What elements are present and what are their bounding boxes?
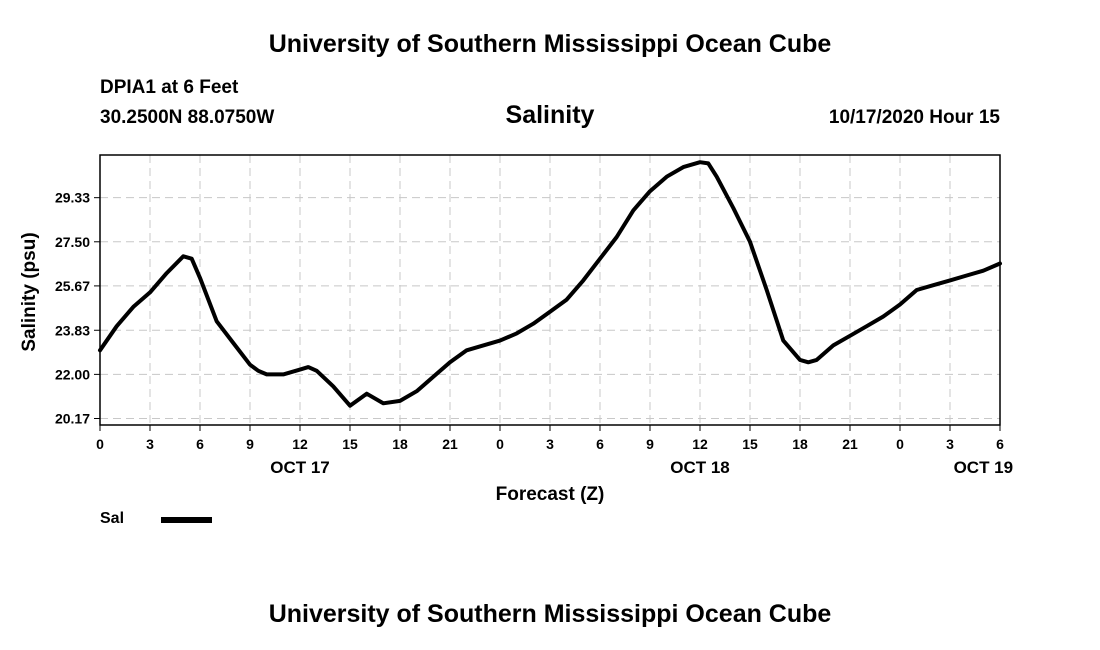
grid-lines [100, 155, 1000, 425]
footer-title: University of Southern Mississippi Ocean… [268, 600, 832, 628]
x-axis-label: Forecast (Z) [496, 484, 605, 505]
x-tick-label: 3 [146, 436, 154, 452]
plot-frame [99, 154, 1001, 426]
day-label: OCT 18 [670, 458, 730, 477]
x-tick-label: 15 [742, 436, 758, 452]
x-tick-label: 6 [996, 436, 1004, 452]
x-tick-label: 6 [596, 436, 604, 452]
legend-swatch [161, 517, 212, 523]
series-line-sal [98, 160, 1002, 408]
x-tick-label: 0 [496, 436, 504, 452]
y-axis-label: Salinity (psu) [19, 232, 40, 351]
x-tick-label: 3 [546, 436, 554, 452]
page-title: University of Southern Mississippi Ocean… [268, 30, 832, 58]
x-tick-label: 9 [646, 436, 654, 452]
y-tick-label: 27.50 [55, 234, 90, 250]
legend-label: Sal [100, 510, 125, 527]
x-tick-label: 0 [96, 436, 104, 452]
station-label: DPIA1 at 6 Feet [100, 77, 239, 98]
x-tick-label: 18 [392, 436, 408, 452]
x-tick-label: 21 [842, 436, 858, 452]
x-tick-label: 9 [246, 436, 254, 452]
station-coordinates: 30.2500N 88.0750W [100, 107, 275, 128]
x-tick-label: 15 [342, 436, 358, 452]
chart-title: Salinity [505, 101, 595, 129]
x-tick-label: 12 [692, 436, 708, 452]
forecast-run-time: 10/17/2020 Hour 15 [828, 107, 1000, 128]
day-label: OCT 17 [270, 458, 330, 477]
x-tick-label: 0 [896, 436, 904, 452]
x-tick-label: 3 [946, 436, 954, 452]
axes: 0 3 6 9 12 15 18 21 0 3 6 9 12 15 18 21 0 3 6 20.17 22.00 23.… [55, 154, 1014, 477]
y-tick-label: 22.00 [55, 366, 90, 382]
day-label: OCT 19 [954, 458, 1014, 477]
x-tick-label: 12 [292, 436, 308, 452]
series-layer [98, 160, 1002, 408]
x-tick-label: 21 [442, 436, 458, 452]
y-tick-label: 25.67 [55, 278, 90, 294]
y-tick-label: 29.33 [55, 190, 90, 206]
y-tick-label: 20.17 [55, 410, 90, 426]
x-tick-label: 18 [792, 436, 808, 452]
x-tick-label: 6 [196, 436, 204, 452]
y-tick-label: 23.83 [55, 322, 90, 338]
